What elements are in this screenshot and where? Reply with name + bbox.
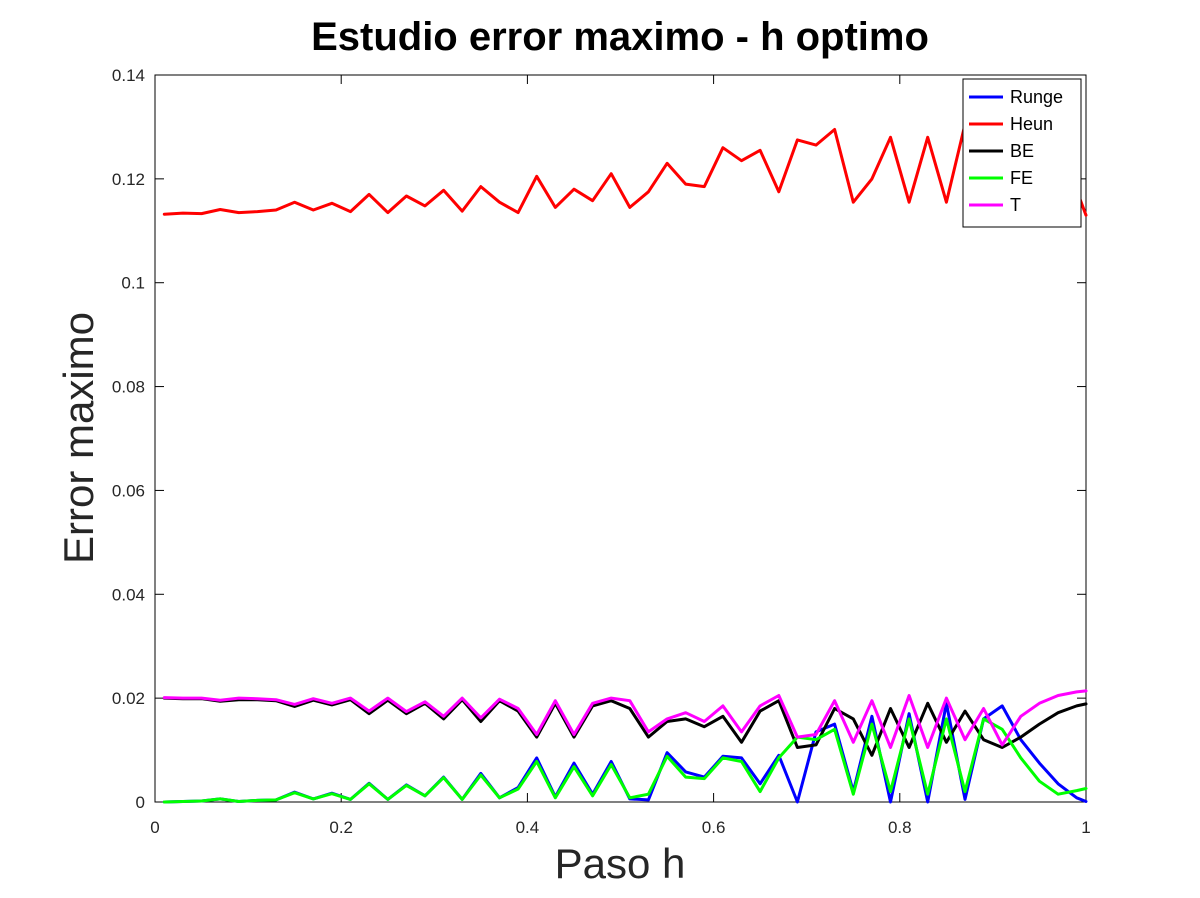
x-tick-label: 1 [1081, 818, 1090, 837]
y-tick-label: 0.02 [112, 689, 145, 708]
series-line-t [162, 689, 1088, 749]
legend-box [962, 78, 1082, 228]
x-tick-label: 0 [150, 818, 159, 837]
x-tick-label: 0.4 [516, 818, 540, 837]
y-tick-label: 0.04 [112, 585, 145, 604]
y-tick-label: 0.06 [112, 481, 145, 500]
plot-area: 0 0.2 0.4 0.6 0.8 1 00.020.040.060.080.10.120… [112, 66, 1091, 837]
legend-label: BE [1010, 141, 1034, 161]
series-line-heun [162, 122, 1088, 217]
y-tick-label: 0.08 [112, 378, 145, 397]
series-lines [162, 122, 1088, 804]
x-axis: 0 0.2 0.4 0.6 0.8 1 [150, 75, 1091, 837]
y-tick-label: 0.12 [112, 170, 145, 189]
legend-label: FE [1010, 168, 1033, 188]
y-tick-label: 0.1 [121, 274, 145, 293]
y-tick-label: 0.14 [112, 66, 145, 85]
x-tick-label: 0.8 [888, 818, 912, 837]
legend-label: T [1010, 195, 1021, 215]
series-line-fe [162, 717, 1088, 804]
legend: Runge Heun BE FE T [962, 78, 1082, 228]
y-axis: 0 0.02 0.04 0.06 0.08 0.1 0.12 0.14 [112, 66, 1086, 812]
axes-box [154, 74, 1087, 803]
y-axis-label: Error maximo [55, 312, 102, 564]
x-tick-label: 0.2 [329, 818, 353, 837]
x-tick-label: 0.6 [702, 818, 726, 837]
legend-label: Heun [1010, 114, 1053, 134]
y-tick-label: 0 [136, 793, 145, 812]
x-axis-label: Paso h [555, 840, 686, 887]
chart-title: Estudio error maximo - h optimo [311, 15, 929, 59]
legend-label: Runge [1010, 87, 1063, 107]
